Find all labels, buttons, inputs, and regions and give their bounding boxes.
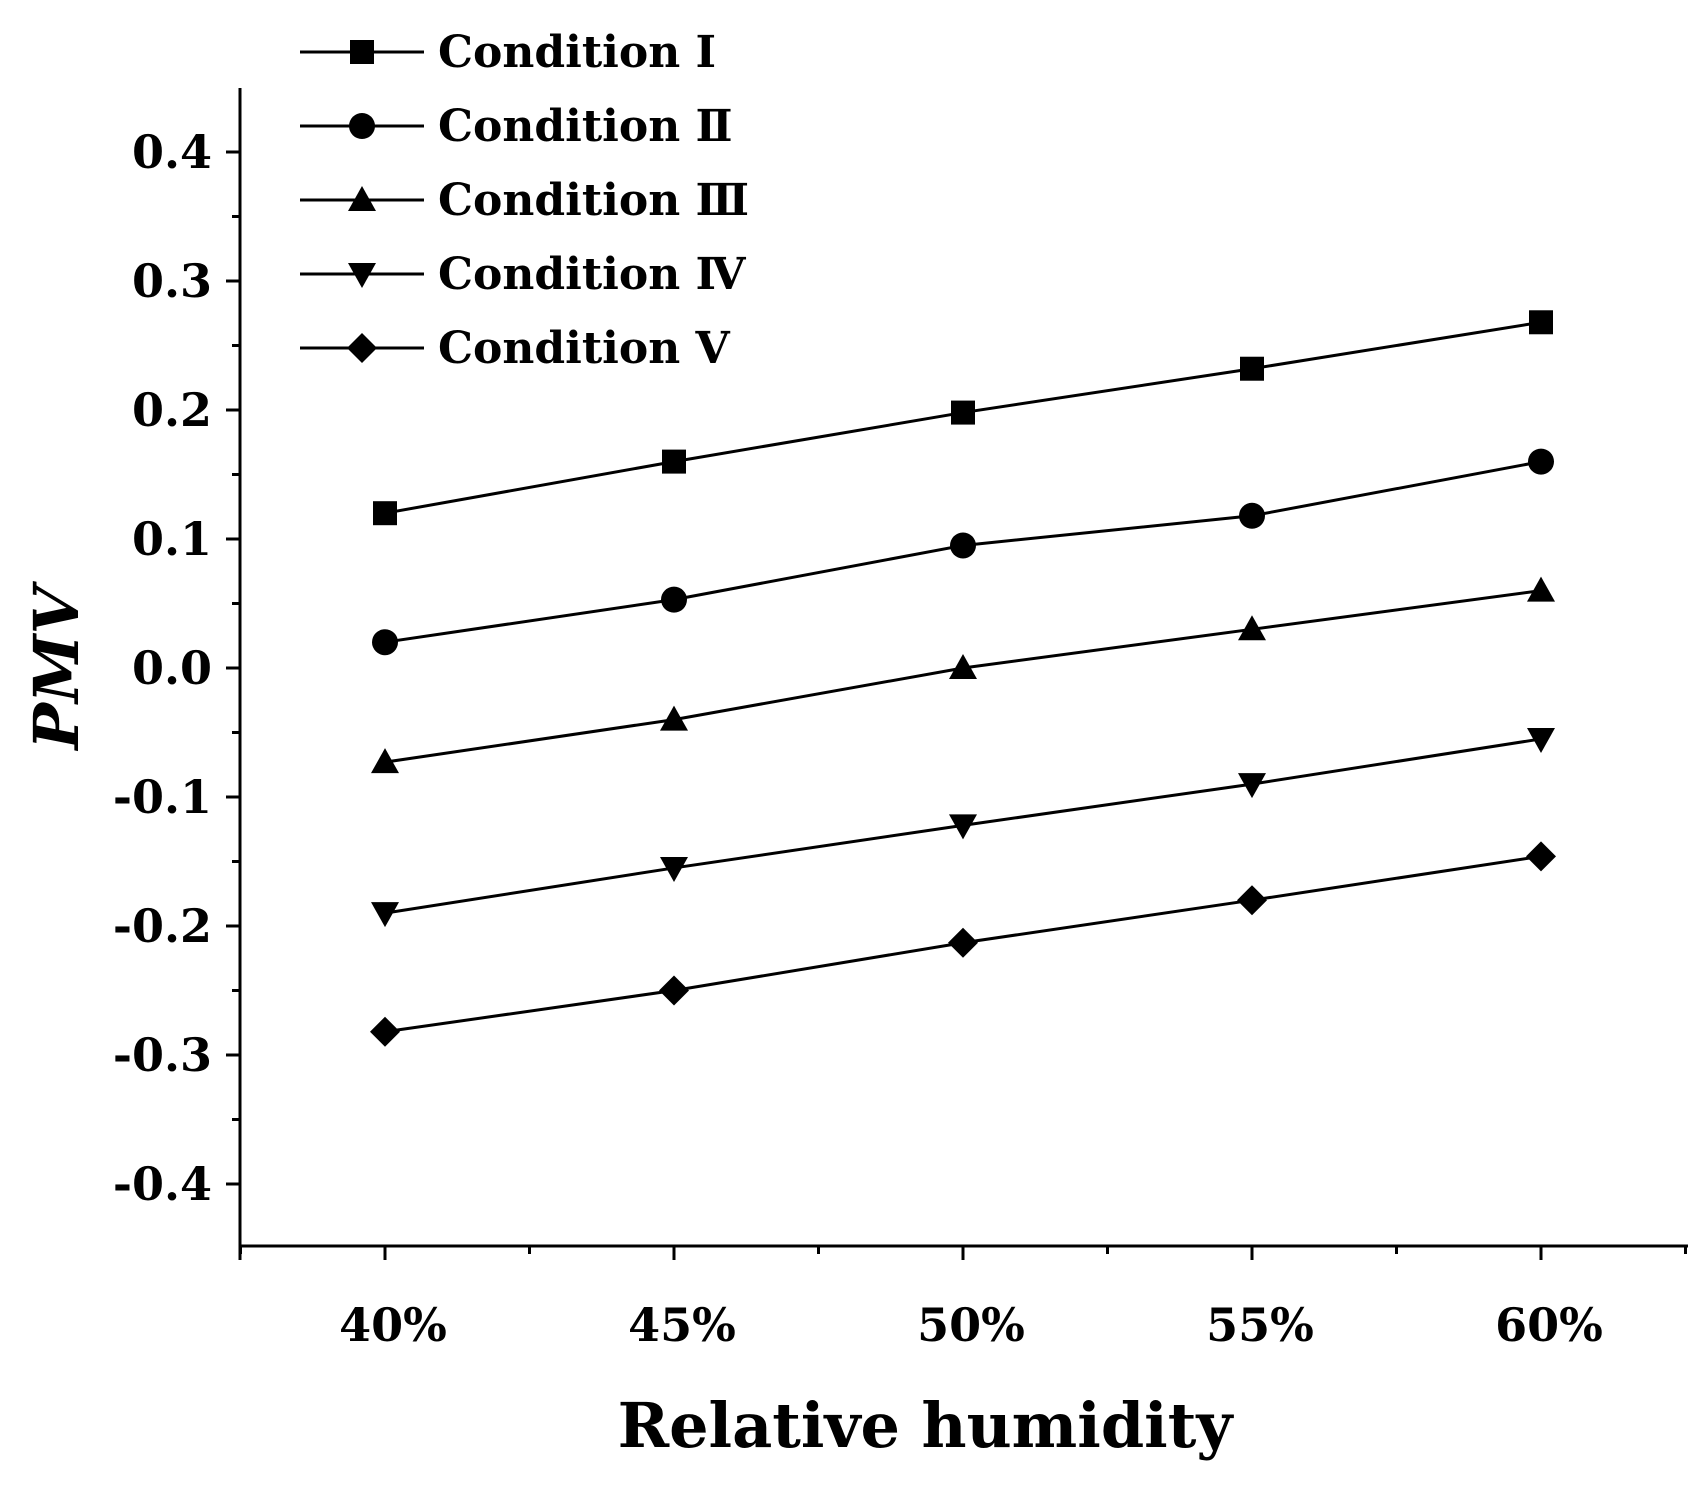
data-point-triangle-up [371,748,399,774]
x-tick-label: 40% [339,1298,447,1352]
legend-item: Condition Ⅴ [300,323,731,374]
legend-marker-diamond [347,333,377,363]
data-point-square [951,400,975,425]
series-2 [372,448,1554,656]
data-point-diamond [1526,841,1556,872]
legend-label: Condition Ⅱ [438,101,733,152]
y-axis-title: PMV [20,580,93,751]
data-point-triangle-up [1238,615,1266,641]
data-point-square [1529,310,1553,335]
data-point-triangle-up [1527,576,1555,602]
y-tick-label: 0.4 [132,125,212,179]
y-tick-label: 0.3 [132,254,212,308]
data-point-circle [372,629,398,656]
y-tick-label: 0.0 [132,641,212,695]
data-point-circle [1239,502,1265,529]
data-point-triangle-up [949,654,977,679]
data-point-diamond [948,927,978,958]
y-tick-label: 0.2 [132,383,212,437]
series-1 [373,310,1553,526]
legend-marker-triangle-down [348,263,376,288]
legend: Condition Ⅰ Condition Ⅱ Condition Ⅲ Conditi… [300,27,749,374]
x-tick-label: 55% [1206,1298,1314,1352]
series-5 [370,841,1556,1047]
data-point-circle [661,586,687,613]
x-tick-label: 45% [628,1298,736,1352]
y-tick-label: 0.1 [132,512,212,566]
y-tick-label: -0.1 [113,770,212,824]
data-point-triangle-up [660,705,688,731]
y-tick-label: -0.4 [113,1157,212,1211]
legend-item: Condition Ⅱ [300,101,733,152]
y-tick-label: -0.3 [113,1028,212,1082]
legend-label: Condition Ⅳ [438,249,747,300]
legend-item: Condition Ⅰ [300,27,716,78]
data-point-square [373,501,397,526]
legend-item: Condition Ⅲ [300,175,749,226]
data-point-diamond [370,1016,400,1047]
legend-marker-triangle-up [348,186,376,211]
legend-label: Condition Ⅴ [438,323,731,374]
x-axis-title: Relative humidity [618,1389,1235,1462]
data-point-triangle-down [371,902,399,928]
data-point-square [1240,356,1264,381]
data-point-circle [1528,448,1554,475]
data-point-circle [950,532,976,559]
series-3 [371,576,1555,774]
legend-marker-square [350,40,374,64]
data-point-diamond [1237,885,1267,916]
data-point-triangle-down [1527,727,1555,753]
legend-label: Condition Ⅲ [438,175,749,226]
axes: -0.4 -0.3 -0.2 -0.1 0.0 0.1 0.2 0.3 0.4 40% 45% 50%… [113,88,1688,1352]
data-point-triangle-down [660,856,688,882]
series-layer [370,310,1556,1047]
data-point-triangle-down [949,814,977,840]
data-point-triangle-down [1238,773,1266,799]
legend-marker-circle [349,113,375,139]
legend-item: Condition Ⅳ [300,249,747,300]
data-point-diamond [659,975,689,1006]
x-tick-label: 50% [917,1298,1025,1352]
x-tick-label: 60% [1495,1298,1603,1352]
series-4 [371,727,1555,928]
y-tick-label: -0.2 [113,899,212,953]
legend-label: Condition Ⅰ [438,27,716,78]
data-point-square [662,449,686,474]
